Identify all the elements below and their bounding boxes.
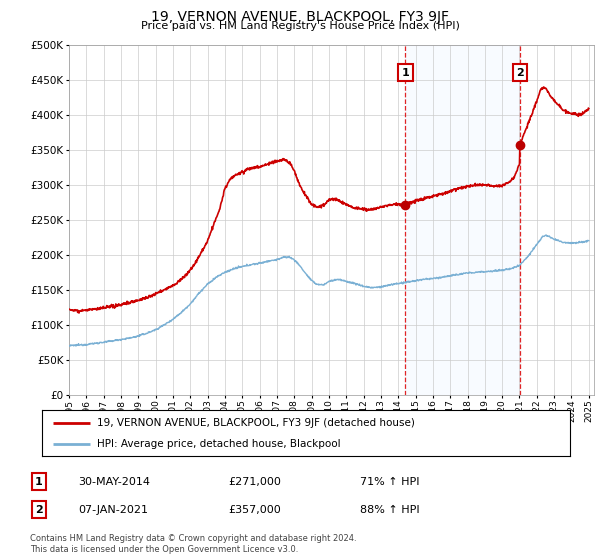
Text: 2: 2 <box>516 68 524 78</box>
Text: This data is licensed under the Open Government Licence v3.0.: This data is licensed under the Open Gov… <box>30 545 298 554</box>
Text: 19, VERNON AVENUE, BLACKPOOL, FY3 9JF: 19, VERNON AVENUE, BLACKPOOL, FY3 9JF <box>151 10 449 24</box>
Text: Price paid vs. HM Land Registry's House Price Index (HPI): Price paid vs. HM Land Registry's House … <box>140 21 460 31</box>
Text: £357,000: £357,000 <box>228 505 281 515</box>
Text: HPI: Average price, detached house, Blackpool: HPI: Average price, detached house, Blac… <box>97 439 341 449</box>
Text: 88% ↑ HPI: 88% ↑ HPI <box>360 505 419 515</box>
Bar <box>406 45 520 395</box>
Text: Contains HM Land Registry data © Crown copyright and database right 2024.: Contains HM Land Registry data © Crown c… <box>30 534 356 543</box>
Text: 71% ↑ HPI: 71% ↑ HPI <box>360 477 419 487</box>
Text: £271,000: £271,000 <box>228 477 281 487</box>
Text: 1: 1 <box>401 68 409 78</box>
Text: 1: 1 <box>35 477 43 487</box>
Text: 19, VERNON AVENUE, BLACKPOOL, FY3 9JF (detached house): 19, VERNON AVENUE, BLACKPOOL, FY3 9JF (d… <box>97 418 415 428</box>
Text: 07-JAN-2021: 07-JAN-2021 <box>78 505 148 515</box>
Text: 30-MAY-2014: 30-MAY-2014 <box>78 477 150 487</box>
Text: 2: 2 <box>35 505 43 515</box>
